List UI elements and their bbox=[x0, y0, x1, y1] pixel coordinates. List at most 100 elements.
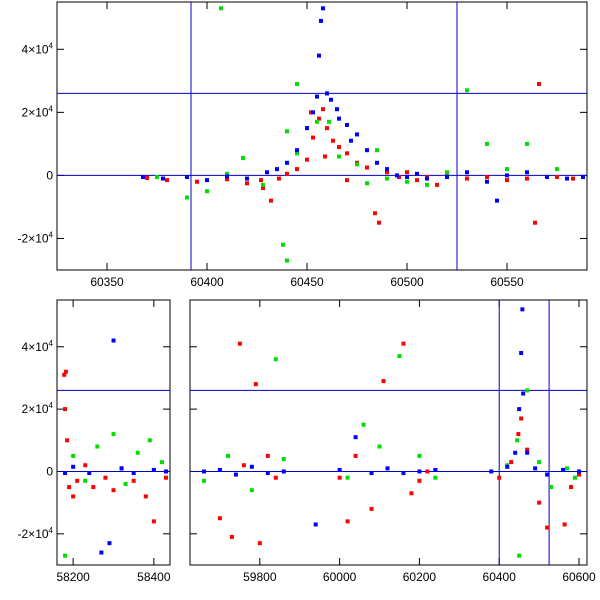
data-point bbox=[259, 178, 263, 183]
data-point bbox=[315, 94, 319, 99]
data-point bbox=[377, 444, 382, 449]
y-tick-label: 4×104 bbox=[22, 339, 54, 354]
data-point bbox=[273, 475, 278, 480]
data-point bbox=[281, 457, 286, 461]
data-point bbox=[241, 463, 246, 468]
data-point bbox=[325, 126, 329, 131]
data-point bbox=[375, 160, 379, 165]
data-point bbox=[281, 469, 286, 474]
data-point bbox=[257, 541, 262, 546]
data-point bbox=[337, 145, 341, 150]
data-point bbox=[313, 522, 318, 527]
y-tick-label: 2×104 bbox=[22, 104, 54, 119]
data-point bbox=[245, 176, 249, 181]
data-point bbox=[417, 478, 422, 483]
data-point bbox=[505, 173, 509, 178]
data-point bbox=[385, 176, 389, 181]
data-point bbox=[237, 341, 242, 346]
data-point bbox=[265, 453, 270, 458]
data-point bbox=[205, 189, 209, 194]
data-point bbox=[71, 464, 76, 469]
data-point bbox=[513, 450, 518, 455]
data-point bbox=[147, 438, 152, 443]
data-point bbox=[573, 475, 578, 480]
data-point bbox=[417, 469, 422, 474]
data-point bbox=[361, 422, 366, 427]
plot-frame bbox=[56, 1, 588, 271]
data-point bbox=[445, 170, 449, 175]
data-point bbox=[131, 478, 136, 483]
data-point bbox=[201, 478, 206, 483]
data-point bbox=[329, 97, 333, 102]
data-point bbox=[295, 81, 299, 86]
data-point bbox=[525, 176, 529, 181]
data-point bbox=[99, 550, 104, 555]
data-point bbox=[225, 177, 229, 182]
data-point bbox=[185, 195, 189, 200]
data-point bbox=[159, 460, 164, 465]
data-point bbox=[87, 471, 92, 476]
data-point bbox=[577, 469, 582, 474]
data-point bbox=[425, 176, 429, 181]
data-point bbox=[305, 157, 309, 162]
data-point bbox=[533, 220, 537, 225]
data-point bbox=[275, 167, 279, 172]
y-tick-label: -2×104 bbox=[18, 230, 54, 245]
data-point bbox=[319, 18, 323, 23]
data-point bbox=[545, 472, 550, 477]
data-point bbox=[229, 534, 234, 539]
data-point bbox=[405, 179, 409, 184]
data-point bbox=[205, 178, 209, 183]
data-point bbox=[405, 170, 409, 175]
data-point bbox=[569, 485, 574, 490]
data-point bbox=[485, 179, 489, 184]
data-point bbox=[285, 171, 289, 176]
data-point bbox=[225, 174, 229, 179]
data-point bbox=[537, 460, 542, 465]
data-point bbox=[485, 174, 489, 179]
data-point bbox=[337, 116, 341, 121]
data-point bbox=[516, 432, 521, 437]
x-tick-label: 60350 bbox=[90, 275, 124, 289]
data-point bbox=[261, 186, 265, 191]
data-point bbox=[405, 174, 409, 179]
data-point bbox=[373, 211, 377, 216]
x-tick-label: 60400 bbox=[483, 570, 517, 584]
data-point bbox=[465, 88, 469, 93]
data-point bbox=[71, 494, 76, 499]
data-point bbox=[295, 148, 299, 153]
data-point bbox=[345, 519, 350, 524]
data-point bbox=[519, 416, 524, 421]
data-point bbox=[317, 116, 321, 121]
data-point bbox=[520, 307, 525, 312]
data-point bbox=[545, 525, 550, 530]
data-point bbox=[277, 176, 281, 181]
data-point bbox=[505, 178, 509, 183]
x-tick-label: 58400 bbox=[137, 570, 171, 584]
data-point bbox=[265, 471, 270, 476]
data-point bbox=[369, 471, 374, 476]
data-point bbox=[353, 435, 358, 440]
data-point bbox=[425, 469, 430, 474]
plot-frame bbox=[189, 299, 588, 566]
data-point bbox=[525, 447, 530, 452]
data-point bbox=[345, 178, 349, 183]
data-point bbox=[521, 391, 526, 396]
data-point bbox=[485, 141, 489, 146]
data-point bbox=[337, 475, 342, 480]
data-point bbox=[91, 485, 96, 490]
data-point bbox=[285, 160, 289, 165]
data-point bbox=[385, 167, 389, 172]
y-tick-label: -2×104 bbox=[18, 526, 54, 541]
y-tick-label: 4×104 bbox=[22, 41, 54, 56]
data-point bbox=[261, 182, 265, 187]
data-point bbox=[217, 516, 222, 521]
data-point bbox=[525, 450, 530, 455]
data-point bbox=[545, 174, 549, 179]
data-point bbox=[111, 432, 116, 437]
data-point bbox=[103, 475, 108, 480]
data-point bbox=[195, 179, 199, 184]
data-point bbox=[537, 500, 542, 505]
data-point bbox=[517, 553, 522, 558]
